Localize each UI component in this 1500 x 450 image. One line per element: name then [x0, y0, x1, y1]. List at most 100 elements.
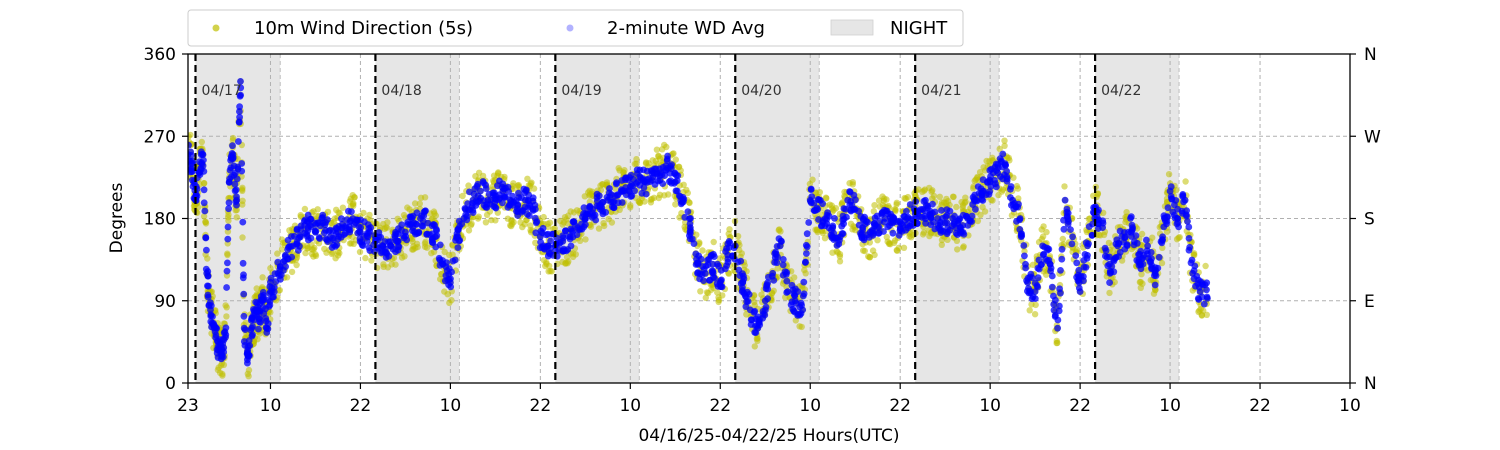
data-point — [559, 234, 567, 242]
data-point — [650, 194, 658, 201]
data-point — [822, 194, 830, 201]
data-point — [718, 276, 725, 284]
data-point — [857, 229, 864, 237]
data-point — [995, 191, 1002, 199]
day-label-04-17: 04/17 — [201, 83, 241, 99]
data-point — [938, 207, 945, 214]
data-point — [504, 183, 512, 191]
data-point — [1058, 245, 1066, 253]
right-axis-label-1: E — [1364, 292, 1375, 312]
data-point — [1138, 230, 1146, 238]
x-tick-label-8: 22 — [889, 396, 911, 416]
data-point — [1146, 258, 1154, 266]
data-point — [659, 180, 667, 188]
data-point — [1054, 316, 1062, 324]
data-point — [270, 293, 277, 301]
data-point — [823, 220, 831, 227]
data-point — [282, 263, 289, 270]
y-tick-label-0: 0 — [165, 374, 176, 394]
data-point — [224, 235, 232, 243]
data-point — [441, 248, 448, 256]
data-point — [509, 220, 516, 228]
data-point — [394, 230, 402, 238]
data-point — [1122, 218, 1129, 226]
day-label-04-19: 04/19 — [561, 83, 601, 99]
data-point — [996, 145, 1003, 153]
data-point — [973, 197, 981, 205]
data-point — [875, 229, 882, 237]
data-point — [421, 194, 429, 201]
data-point — [346, 228, 354, 236]
data-point — [388, 261, 395, 268]
data-point — [224, 259, 231, 267]
data-point — [1200, 300, 1208, 308]
data-point — [922, 196, 929, 204]
data-point — [726, 226, 733, 233]
data-point — [869, 247, 877, 254]
data-point — [1099, 219, 1107, 227]
y-tick-label-270: 270 — [144, 127, 176, 147]
data-point — [875, 197, 883, 204]
data-point — [838, 230, 846, 237]
data-point — [1045, 245, 1053, 253]
data-point — [719, 292, 726, 299]
data-point — [830, 206, 837, 214]
data-point — [962, 198, 969, 205]
data-point — [544, 230, 552, 238]
data-point — [987, 173, 994, 180]
data-point — [294, 247, 302, 254]
data-point — [774, 265, 781, 272]
data-point — [871, 202, 878, 209]
data-point — [904, 193, 912, 201]
legend-frame — [187, 9, 964, 47]
data-point — [224, 214, 232, 221]
y-tick-label-180: 180 — [144, 210, 176, 230]
data-point — [1061, 196, 1069, 204]
data-point — [765, 273, 772, 281]
data-point — [236, 103, 244, 111]
data-point — [1068, 240, 1076, 248]
data-point — [245, 373, 252, 380]
data-point — [592, 216, 600, 224]
data-point — [527, 222, 534, 229]
data-point — [595, 225, 603, 232]
data-point — [1137, 284, 1145, 291]
legend-label-night: NIGHT — [890, 18, 948, 39]
data-point — [1107, 268, 1115, 276]
data-point — [1129, 224, 1136, 232]
data-point — [329, 249, 336, 256]
data-point — [1069, 233, 1076, 241]
data-point — [259, 274, 266, 281]
data-point — [847, 220, 855, 227]
data-point — [687, 226, 694, 234]
data-point — [548, 268, 555, 275]
data-point — [1016, 215, 1024, 222]
data-point — [204, 293, 212, 301]
data-point — [1185, 246, 1193, 254]
data-point — [203, 246, 210, 254]
data-point — [293, 238, 301, 246]
data-point — [225, 205, 233, 213]
data-point — [1040, 250, 1048, 258]
data-point — [1020, 242, 1028, 249]
data-point — [663, 157, 671, 165]
data-point — [1140, 251, 1147, 259]
data-point — [241, 326, 249, 333]
data-point — [1031, 295, 1039, 302]
data-point — [1038, 261, 1045, 268]
data-point — [1137, 261, 1144, 269]
data-point — [448, 268, 455, 276]
data-point — [314, 219, 322, 227]
data-point — [631, 187, 638, 195]
data-point — [222, 324, 230, 332]
data-point — [1174, 205, 1181, 213]
data-point — [455, 225, 462, 233]
data-point — [1054, 324, 1061, 332]
data-point — [889, 229, 897, 237]
data-point — [750, 309, 758, 316]
data-point — [841, 188, 848, 196]
data-point — [500, 193, 508, 200]
data-point — [447, 283, 455, 291]
data-point — [278, 246, 286, 253]
